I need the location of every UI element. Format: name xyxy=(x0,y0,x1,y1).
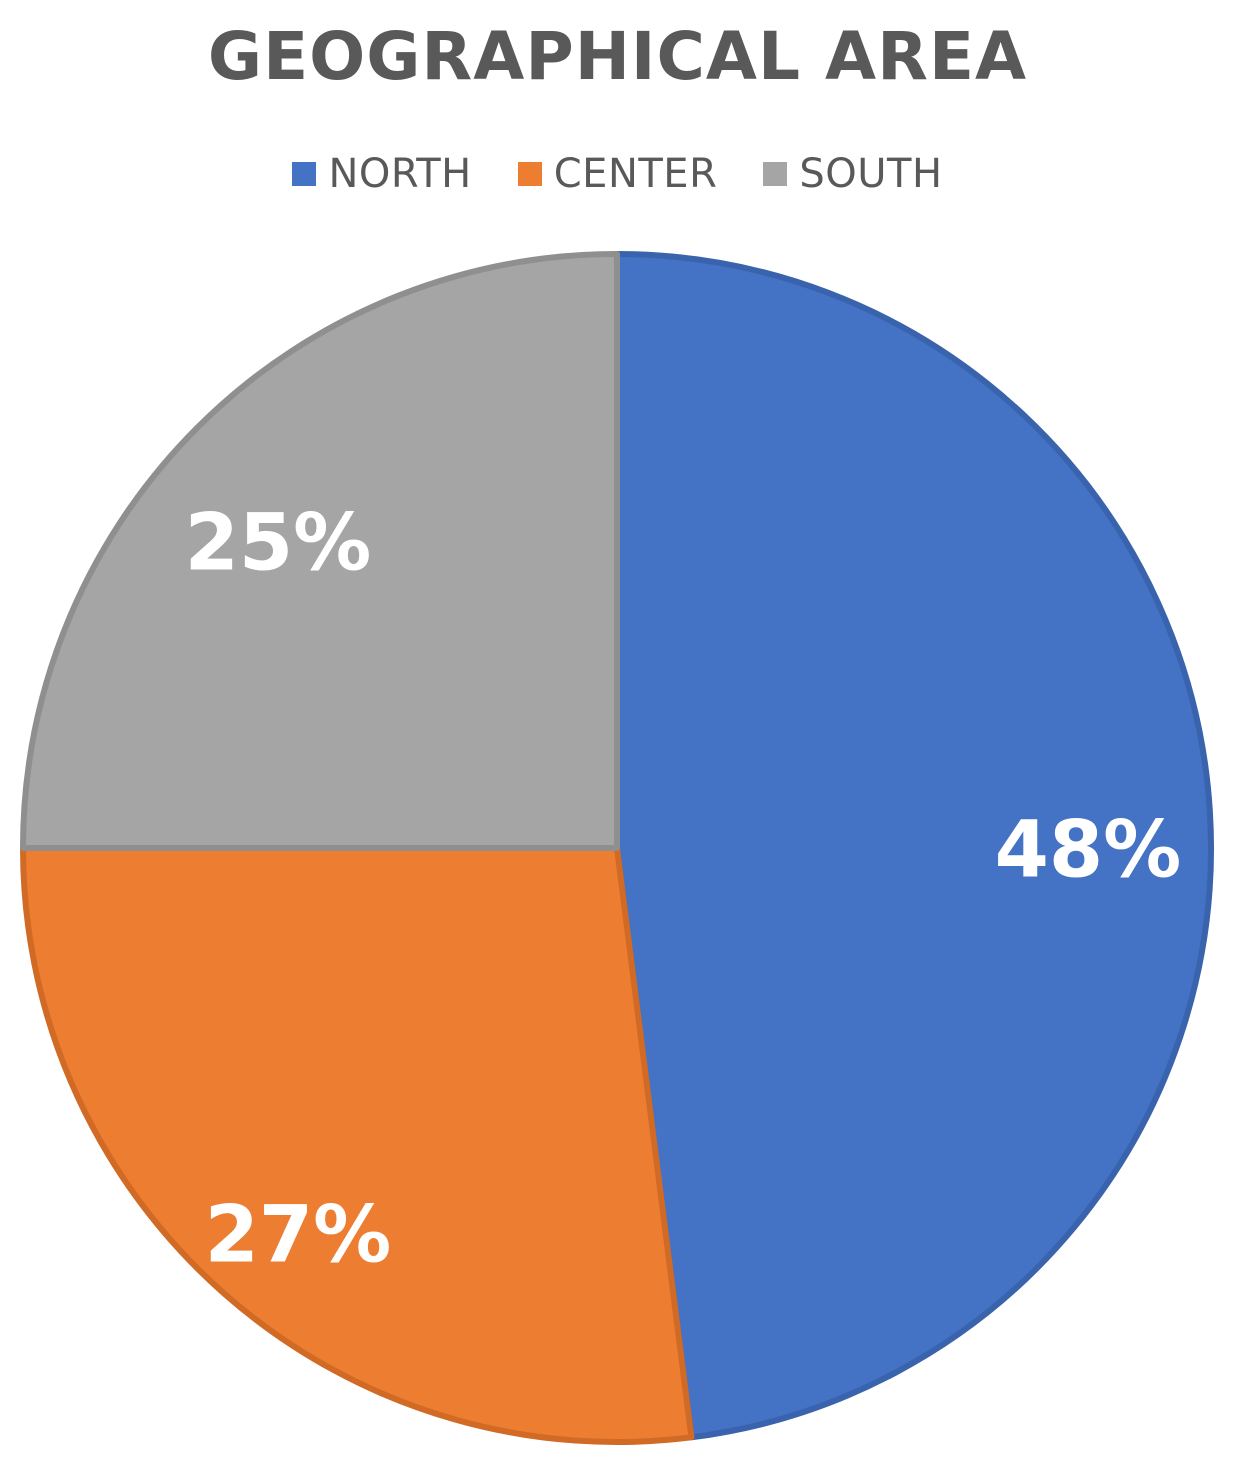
data-label-center: 27% xyxy=(205,1190,392,1280)
legend-swatch-south xyxy=(763,162,788,186)
legend-swatch-north xyxy=(292,162,317,186)
data-label-south: 25% xyxy=(185,498,372,588)
legend-label-north: NORTH xyxy=(328,151,472,197)
chart-title: GEOGRAPHICAL AREA xyxy=(207,18,1028,95)
pie-slice-north xyxy=(614,251,1214,1441)
legend-label-center: CENTER xyxy=(553,151,718,197)
pie-slice-center xyxy=(20,845,695,1445)
legend: NORTH CENTER SOUTH xyxy=(0,146,1235,202)
legend-item-center: CENTER xyxy=(517,151,718,197)
legend-item-south: SOUTH xyxy=(763,151,942,197)
data-label-north: 48% xyxy=(995,805,1182,895)
legend-label-south: SOUTH xyxy=(799,151,943,197)
legend-swatch-center xyxy=(517,162,542,186)
legend-item-north: NORTH xyxy=(292,151,471,197)
pie-slice-south xyxy=(20,251,620,851)
